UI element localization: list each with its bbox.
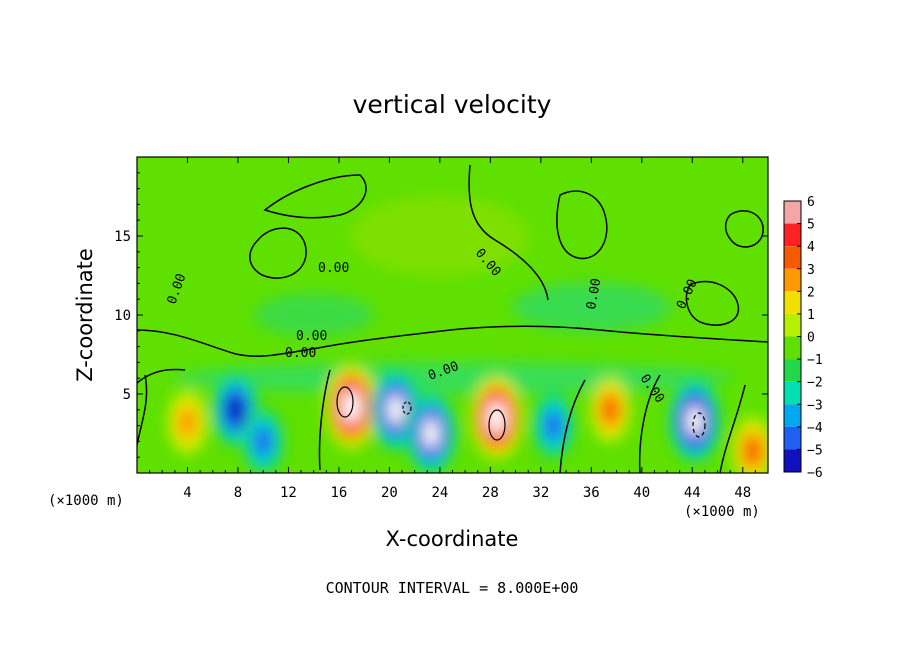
colorbar-swatch — [784, 381, 801, 405]
x-tick-label: 28 — [482, 485, 499, 501]
x-axis-label: X-coordinate — [386, 527, 519, 551]
x-unit-note-left: (×1000 m) — [48, 493, 124, 509]
x-tick-label: 24 — [431, 485, 448, 501]
field-level — [745, 438, 761, 463]
colorbar-swatch — [784, 359, 801, 382]
colorbar-swatch — [784, 313, 801, 337]
colorbar-label: −6 — [807, 466, 823, 481]
x-tick-label: 48 — [734, 485, 751, 501]
colorbar-swatch — [784, 426, 801, 450]
background-patch — [349, 196, 530, 276]
colorbar-swatch — [784, 449, 801, 472]
x-tick-label: 4 — [183, 485, 191, 501]
x-tick-label: 32 — [532, 485, 549, 501]
y-tick-label: 15 — [114, 229, 131, 245]
contour-label: 0.00 — [584, 277, 604, 310]
updraft-cell — [167, 389, 208, 456]
extreme-core — [343, 390, 361, 423]
colorbar-label: 4 — [807, 240, 815, 255]
contour-interval-note: CONTOUR INTERVAL = 8.000E+00 — [326, 579, 579, 597]
background-patch — [253, 293, 374, 337]
y-tick-label: 10 — [114, 308, 131, 324]
colorbar: 6 5 4 3 2 1 0 −1 −2 −3 −4 −5 −6 — [783, 195, 823, 481]
colorbar-swatch — [784, 404, 801, 427]
updraft-cell — [470, 375, 523, 460]
field-level — [178, 407, 197, 437]
x-tick-label: 40 — [633, 485, 650, 501]
downdraft-cell — [242, 407, 285, 473]
x-tick-label: 36 — [583, 485, 600, 501]
y-tick-label: 5 — [123, 387, 131, 403]
colorbar-label: −3 — [807, 398, 823, 413]
field-level — [229, 400, 242, 419]
field-level — [546, 413, 561, 438]
colorbar-label: −1 — [807, 353, 823, 368]
extreme-core — [686, 404, 704, 437]
downdraft-cell — [532, 391, 575, 460]
x-tick-label: 16 — [330, 485, 347, 501]
colorbar-label: −2 — [807, 376, 823, 391]
colorbar-swatch — [784, 291, 801, 314]
downdraft-cell — [668, 379, 721, 463]
contour-label: 0.00 — [296, 329, 327, 344]
x-tick-label: 12 — [280, 485, 297, 501]
contour-label: 0.00 — [285, 346, 316, 361]
colorbar-swatch — [784, 246, 801, 269]
colorbar-label: 2 — [807, 285, 815, 300]
smoothed-field — [167, 196, 768, 473]
colorbar-swatch — [784, 336, 801, 360]
colorbar-swatch — [784, 201, 801, 224]
updraft-cell — [325, 364, 379, 450]
y-axis: 5 10 15 — [114, 172, 768, 458]
contour-label: 0.00 — [318, 261, 349, 276]
field-level — [255, 429, 271, 454]
colorbar-label: 3 — [807, 263, 815, 278]
field-level — [603, 398, 618, 422]
extreme-core — [422, 417, 440, 450]
x-tick-label: 44 — [684, 485, 701, 501]
colorbar-label: −5 — [807, 443, 823, 458]
x-unit-note-right: (×1000 m) — [684, 504, 760, 520]
velocity-field — [167, 196, 768, 473]
x-tick-label: 8 — [234, 485, 242, 501]
x-axis: 4 8 12 16 20 24 28 32 36 40 44 48 — [149, 157, 756, 501]
colorbar-label: 1 — [807, 308, 815, 323]
colorbar-label: 6 — [807, 195, 815, 210]
extreme-core — [387, 394, 404, 426]
zero-contours — [137, 164, 768, 473]
updraft-cell — [731, 416, 768, 473]
plot-area: 0.00 0.00 0.00 0.00 0.00 0.00 0.00 0.00 … — [137, 157, 768, 473]
updraft-cell — [589, 376, 631, 443]
inner-contours — [336, 386, 706, 441]
colorbar-swatch — [784, 268, 801, 292]
colorbar-label: 5 — [807, 218, 815, 233]
x-tick-label: 20 — [381, 485, 398, 501]
colorbar-label: 0 — [807, 331, 815, 346]
colorbar-label: −4 — [807, 421, 823, 436]
colorbar-swatch — [784, 223, 801, 247]
extreme-core — [488, 401, 506, 434]
background-patch — [172, 362, 733, 395]
chart-title: vertical velocity — [353, 90, 552, 119]
downdraft-cell — [405, 392, 457, 473]
y-axis-label: Z-coordinate — [73, 248, 97, 382]
background-patch — [511, 282, 672, 333]
